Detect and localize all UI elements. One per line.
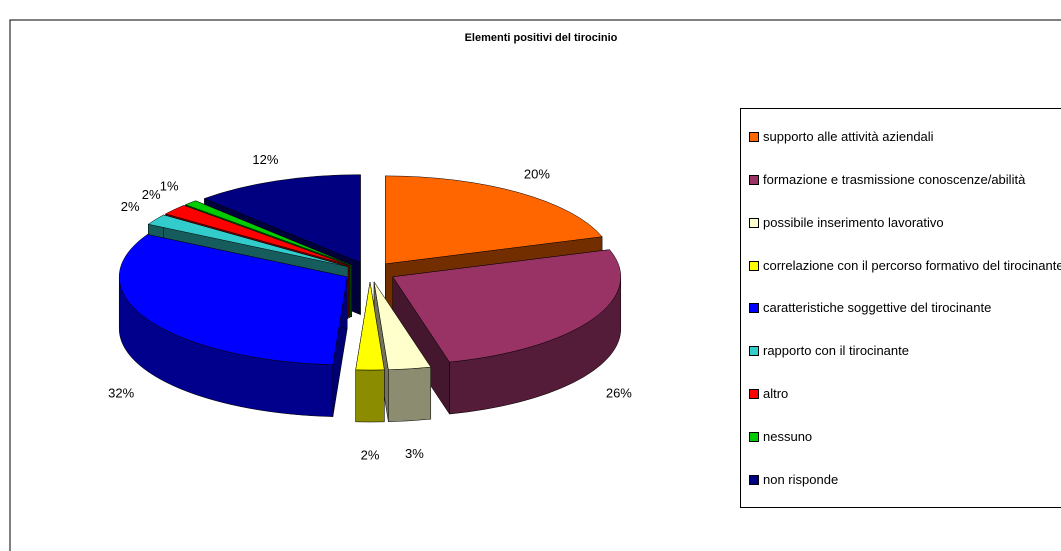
slice-wall xyxy=(355,369,385,423)
legend-label: formazione e trasmissione conoscenze/abi… xyxy=(763,171,1026,187)
legend-swatch xyxy=(749,346,759,357)
legend-item: formazione e trasmissione conoscenze/abi… xyxy=(749,172,1061,187)
slice-top xyxy=(118,234,348,365)
legend-item: altro xyxy=(749,386,1061,401)
legend-label: non risponde xyxy=(763,471,839,487)
data-label: 2% xyxy=(361,447,380,462)
legend-label: correlazione con il percorso formativo d… xyxy=(763,257,1061,273)
legend-item: nessuno xyxy=(749,429,1061,444)
legend-swatch xyxy=(749,389,759,400)
data-label: 2% xyxy=(142,187,161,202)
legend-swatch xyxy=(749,174,759,185)
slice-top xyxy=(392,249,622,363)
legend-label: caratteristiche soggettive del tirocinan… xyxy=(763,300,992,316)
chart-title: Elementi positivi del tirocinio xyxy=(465,32,618,44)
slice-top xyxy=(147,214,349,267)
legend-item: non risponde xyxy=(749,472,1061,487)
legend-swatch xyxy=(749,303,759,314)
slice xyxy=(392,249,622,415)
data-label: 32% xyxy=(108,385,134,400)
slice-top xyxy=(164,205,351,266)
slice-top xyxy=(373,281,432,370)
legend-swatch xyxy=(749,474,759,485)
data-label: 20% xyxy=(524,166,550,181)
data-label: 1% xyxy=(160,179,179,194)
legend-swatch xyxy=(749,131,759,142)
legend-item: caratteristiche soggettive del tirocinan… xyxy=(749,300,1061,315)
legend-item: possibile inserimento lavorativo xyxy=(749,215,1061,230)
legend-swatch xyxy=(749,432,759,443)
legend-swatch xyxy=(749,260,759,271)
legend-label: rapporto con il tirocinante xyxy=(763,343,909,359)
data-label: 2% xyxy=(121,199,140,214)
legend-label: altro xyxy=(763,386,789,402)
slice xyxy=(355,281,385,423)
slice-top xyxy=(355,281,385,371)
slice-top xyxy=(203,174,361,264)
legend-item: correlazione con il percorso formativo d… xyxy=(749,258,1061,273)
legend-item: supporto alle attività aziendali xyxy=(749,129,1061,144)
legend-swatch xyxy=(749,217,759,228)
legend: supporto alle attività aziendali formazio… xyxy=(740,108,1061,508)
data-label: 26% xyxy=(606,385,632,400)
legend-label: possibile inserimento lavorativo xyxy=(763,214,944,230)
legend-item: rapporto con il tirocinante xyxy=(749,343,1061,358)
slice-wall xyxy=(388,366,432,422)
data-label: 12% xyxy=(252,152,278,167)
legend-label: nessuno xyxy=(763,429,813,445)
data-label: 3% xyxy=(405,446,424,461)
slice xyxy=(373,281,432,422)
slice-top xyxy=(385,175,603,265)
slice xyxy=(118,234,348,417)
slice-top xyxy=(184,200,352,266)
legend-label: supporto alle attività aziendali xyxy=(763,128,934,144)
